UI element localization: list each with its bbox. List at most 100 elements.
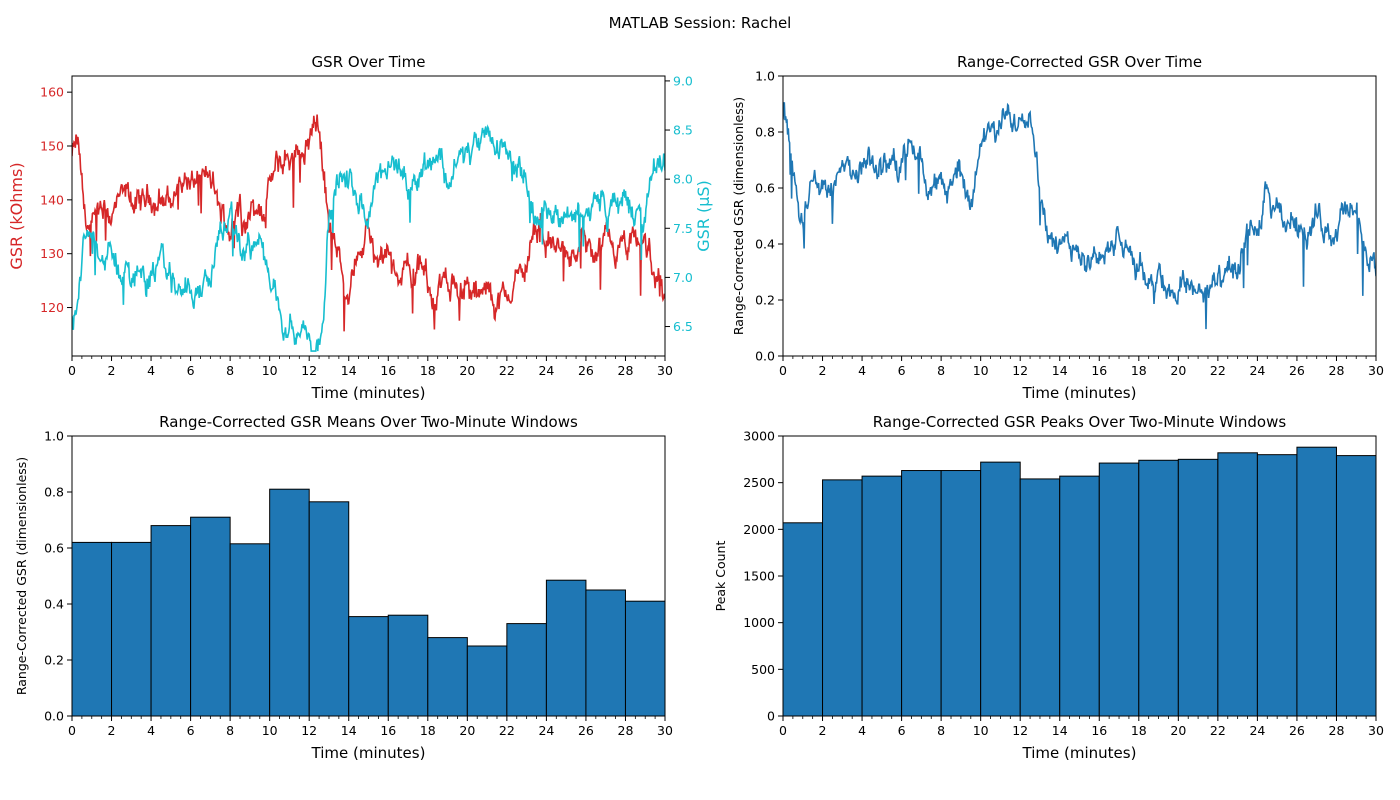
y-tick-label: 1000 — [743, 615, 775, 630]
x-tick-label: 0 — [68, 363, 76, 378]
x-tick-label: 12 — [1012, 723, 1028, 738]
axes-title: Range-Corrected GSR Means Over Two-Minut… — [159, 413, 578, 431]
y-right-tick-label: 8.0 — [673, 172, 693, 187]
figure-suptitle: MATLAB Session: Rachel — [609, 14, 792, 32]
histogram-bar — [71, 541, 113, 717]
x-tick-label: 24 — [538, 363, 554, 378]
histogram-bar — [190, 516, 231, 717]
x-tick-label: 8 — [937, 363, 945, 378]
x-tick-label: 10 — [262, 723, 278, 738]
x-tick-label: 22 — [499, 363, 515, 378]
y-tick-label: 500 — [751, 662, 775, 677]
y-tick-label: 150 — [40, 139, 64, 154]
x-axis-label: Time (minutes) — [311, 384, 426, 402]
x-tick-label: 4 — [858, 363, 866, 378]
x-tick-label: 24 — [1249, 723, 1265, 738]
y-right-tick-label: 9.0 — [673, 73, 693, 88]
histogram-bar — [1335, 455, 1377, 717]
x-tick-label: 24 — [538, 723, 554, 738]
y-tick-label: 0 — [767, 709, 775, 724]
series-line-gsr-us — [72, 124, 665, 352]
x-tick-label: 26 — [578, 363, 594, 378]
y-right-tick-label: 6.5 — [673, 319, 693, 334]
y-tick-label: 1.0 — [755, 69, 775, 84]
x-axis-label: Time (minutes) — [1022, 384, 1137, 402]
x-tick-label: 6 — [187, 723, 195, 738]
y-tick-label: 0.6 — [755, 181, 775, 196]
histogram-bar — [1296, 446, 1337, 717]
histogram-bar — [1019, 478, 1061, 717]
x-tick-label: 10 — [262, 363, 278, 378]
histogram-bar — [940, 470, 982, 717]
x-tick-label: 28 — [618, 723, 634, 738]
y-axis-label: GSR (kOhms) — [7, 162, 26, 269]
x-tick-label: 6 — [898, 363, 906, 378]
axes-frame — [71, 435, 666, 717]
histogram-bar — [506, 623, 547, 717]
axes-frame — [71, 75, 666, 357]
histogram-bar — [111, 541, 152, 717]
y-tick-label: 0.0 — [44, 709, 64, 724]
series-line-range-corrected-gsr — [783, 102, 1376, 330]
x-tick-label: 6 — [187, 363, 195, 378]
histogram-bar — [822, 479, 863, 717]
x-tick-label: 16 — [1091, 363, 1107, 378]
y-tick-label: 0.0 — [755, 349, 775, 364]
histogram-bar — [308, 501, 350, 717]
y-tick-label: 2500 — [743, 475, 775, 490]
x-tick-label: 14 — [1052, 363, 1068, 378]
x-tick-label: 30 — [657, 723, 673, 738]
histogram-bar — [901, 470, 942, 717]
y-tick-label: 2000 — [743, 522, 775, 537]
histogram-bar — [624, 600, 666, 717]
histogram-bar — [150, 525, 192, 717]
x-tick-label: 22 — [1210, 723, 1226, 738]
x-tick-label: 0 — [68, 723, 76, 738]
x-tick-label: 20 — [459, 363, 475, 378]
x-tick-label: 30 — [1368, 363, 1384, 378]
y-tick-label: 0.6 — [44, 541, 64, 556]
y-right-tick-label: 7.0 — [673, 270, 693, 285]
axes-title: GSR Over Time — [312, 53, 426, 71]
y-axis-label: Peak Count — [713, 541, 728, 612]
x-tick-label: 12 — [1012, 363, 1028, 378]
axes-title: Range-Corrected GSR Peaks Over Two-Minut… — [873, 413, 1287, 431]
histogram-bar — [427, 637, 468, 717]
x-tick-label: 18 — [420, 363, 436, 378]
histogram-bar — [1059, 475, 1100, 717]
x-tick-label: 16 — [380, 363, 396, 378]
x-tick-label: 20 — [1170, 723, 1186, 738]
y-axis-label: Range-Corrected GSR (dimensionless) — [14, 457, 29, 695]
y-tick-label: 140 — [40, 192, 64, 207]
y-right-tick-label: 8.5 — [673, 123, 693, 138]
y-tick-label: 120 — [40, 300, 64, 315]
y-tick-label: 0.2 — [44, 653, 64, 668]
x-tick-label: 18 — [420, 723, 436, 738]
x-tick-label: 26 — [578, 723, 594, 738]
y-axis-label: Range-Corrected GSR (dimensionless) — [731, 97, 746, 335]
y-tick-label: 0.4 — [44, 597, 64, 612]
x-tick-label: 14 — [341, 723, 357, 738]
x-tick-label: 20 — [459, 723, 475, 738]
x-tick-label: 2 — [819, 723, 827, 738]
y-tick-label: 0.8 — [755, 125, 775, 140]
axes-title: Range-Corrected GSR Over Time — [957, 53, 1202, 71]
y-tick-label: 1500 — [743, 569, 775, 584]
x-tick-label: 16 — [1091, 723, 1107, 738]
x-tick-label: 6 — [898, 723, 906, 738]
y-tick-label: 1.0 — [44, 429, 64, 444]
x-tick-label: 8 — [226, 363, 234, 378]
histogram-bar — [1138, 459, 1179, 717]
x-tick-label: 0 — [779, 363, 787, 378]
x-tick-label: 30 — [1368, 723, 1384, 738]
histogram-bar — [269, 488, 310, 717]
x-tick-label: 0 — [779, 723, 787, 738]
y-right-axis-label: GSR (µS) — [694, 180, 713, 252]
x-tick-label: 8 — [937, 723, 945, 738]
x-tick-label: 8 — [226, 723, 234, 738]
histogram-bar — [782, 522, 824, 717]
x-tick-label: 18 — [1131, 363, 1147, 378]
